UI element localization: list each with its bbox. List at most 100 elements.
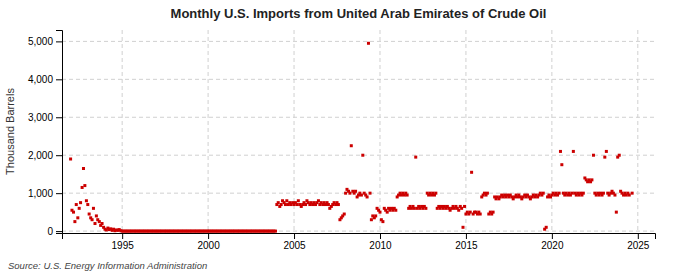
point (75, 203, 78, 206)
point (360, 194, 363, 197)
point (386, 211, 389, 214)
point (69, 158, 72, 161)
point (414, 156, 417, 159)
point (284, 203, 287, 206)
point (590, 178, 593, 181)
point (592, 154, 595, 157)
point (101, 222, 104, 225)
point (469, 211, 472, 214)
y-tick: 3,000 (28, 112, 62, 123)
x-grid-line (208, 30, 209, 233)
point (369, 192, 372, 195)
point (295, 203, 298, 206)
point (86, 203, 89, 206)
point (317, 199, 320, 202)
x-tick-mark (466, 233, 467, 239)
point (462, 226, 465, 229)
point (460, 207, 463, 210)
point (72, 211, 75, 214)
point (82, 167, 85, 170)
point (572, 150, 575, 153)
point (344, 192, 347, 195)
point (406, 194, 409, 197)
point (463, 205, 466, 208)
point (354, 190, 357, 193)
point (582, 192, 585, 195)
point (337, 203, 340, 206)
y-grid-line (62, 41, 655, 42)
point (343, 213, 346, 216)
point (470, 171, 473, 174)
y-tick: 0 (47, 226, 62, 237)
point (367, 42, 370, 45)
y-tick: 2,000 (28, 150, 62, 161)
point (486, 192, 489, 195)
x-tick-mark (122, 233, 123, 239)
point (350, 144, 353, 147)
y-tick-mark (56, 79, 62, 80)
y-grid-line (62, 155, 655, 156)
x-tick-mark (294, 233, 295, 239)
point (479, 213, 482, 216)
point (434, 192, 437, 195)
y-tick-label: 3,000 (28, 112, 53, 123)
x-tick-mark (380, 233, 381, 239)
x-tick-label: 2005 (283, 240, 306, 251)
grid (62, 30, 655, 233)
point (545, 226, 548, 229)
y-tick-label: 4,000 (28, 74, 53, 85)
x-tick-label: 2015 (455, 240, 478, 251)
y-tick-label: 1,000 (28, 188, 53, 199)
point (83, 184, 86, 187)
point (542, 192, 545, 195)
y-tick-label: 2,000 (28, 150, 53, 161)
x-grid-line (122, 30, 123, 233)
x-tick: 2000 (197, 233, 220, 251)
point (413, 207, 416, 210)
point (378, 211, 381, 214)
point (277, 201, 280, 204)
y-tick-label: 5,000 (28, 36, 53, 47)
point (615, 211, 618, 214)
point (94, 222, 97, 225)
y-grid-line (62, 193, 655, 194)
y-tick-mark (56, 41, 62, 42)
point (274, 230, 277, 233)
x-tick: 2010 (369, 233, 392, 251)
point (374, 214, 377, 217)
point (361, 154, 364, 157)
point (381, 220, 384, 223)
point (79, 201, 82, 204)
y-tick-mark (56, 193, 62, 194)
y-axis-label: Thousand Barrels (4, 88, 16, 175)
y-tick-mark (56, 117, 62, 118)
x-tick-label: 2020 (541, 240, 564, 251)
y-tick-mark (56, 155, 62, 156)
point (280, 203, 283, 206)
point (98, 220, 101, 223)
point (492, 211, 495, 214)
point (628, 194, 631, 197)
point (78, 207, 81, 210)
y-tick-mark (56, 231, 62, 232)
x-axis: 1995 2000 2005 2010 2015 2020 2025 (63, 233, 656, 251)
point (95, 214, 98, 217)
x-tick: 1995 (112, 233, 135, 251)
x-tick-label: 2000 (197, 240, 220, 251)
y-tick-label: 0 (47, 226, 53, 237)
point (603, 156, 606, 159)
x-grid-line (379, 30, 380, 233)
point (297, 199, 300, 202)
point (91, 218, 94, 221)
point (76, 216, 79, 219)
point (366, 195, 369, 198)
x-grid-line (465, 30, 466, 233)
point (85, 199, 88, 202)
x-tick-mark (638, 233, 639, 239)
y-tick: 5,000 (28, 36, 62, 47)
point (457, 209, 460, 212)
y-tick: 1,000 (28, 188, 62, 199)
x-tick: 2025 (627, 233, 650, 251)
x-grid-line (551, 30, 552, 233)
x-tick-label: 2025 (627, 240, 650, 251)
